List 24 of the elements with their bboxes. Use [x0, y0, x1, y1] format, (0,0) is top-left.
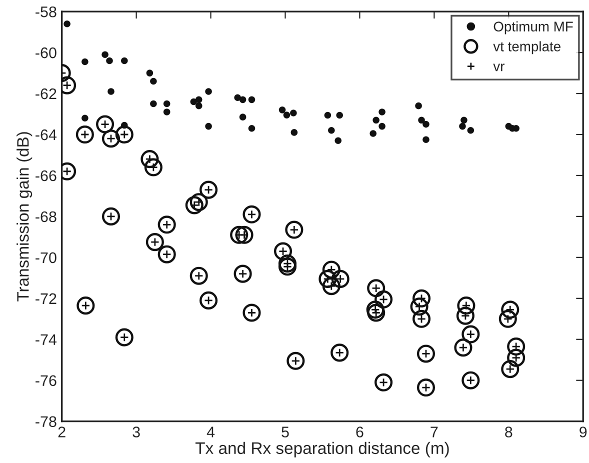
legend-label: vt template	[493, 41, 560, 54]
x-tick-label: 8	[505, 426, 512, 438]
x-tick-label: 6	[356, 426, 364, 438]
x-tick-label: 9	[580, 426, 587, 438]
y-tick-label: -62	[36, 88, 56, 100]
y-tick-label: -76	[36, 375, 56, 386]
y-tick-label: -70	[36, 252, 56, 264]
legend-label: Optimum MF	[494, 21, 573, 34]
y-tick-label: -68	[36, 211, 56, 222]
x-tick-label: 2	[58, 426, 66, 438]
y-tick-label: -74	[36, 334, 57, 345]
y-tick-label: -66	[36, 170, 56, 182]
y-tick-label: -58	[36, 6, 56, 18]
x-tick-label: 3	[132, 426, 140, 438]
y-axis-title: Transmission gain (dB)	[16, 132, 32, 302]
x-axis-title: Tx and Rx separation distance (m)	[195, 442, 449, 458]
x-tick-label: 4	[206, 426, 215, 438]
y-tick-label: -72	[36, 293, 56, 304]
x-tick-label: 7	[430, 426, 438, 438]
x-tick-label: 5	[282, 426, 289, 438]
y-tick-label: -60	[36, 47, 56, 58]
y-tick-label: -78	[36, 416, 56, 428]
legend-label: vr	[493, 64, 504, 72]
y-tick-label: -64	[36, 129, 57, 140]
